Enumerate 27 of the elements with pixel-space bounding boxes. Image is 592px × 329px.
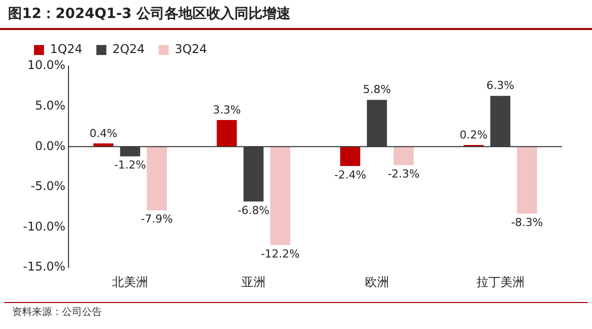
data-label: -12.2% — [260, 247, 300, 260]
data-label: -7.9% — [140, 212, 173, 226]
data-label: -1.2% — [114, 158, 146, 172]
legend-label: 2Q24 — [112, 42, 145, 56]
x-tick-label: 欧洲 — [364, 274, 389, 289]
data-label: 3.3% — [212, 103, 241, 116]
x-tick-label: 亚洲 — [242, 274, 266, 289]
y-tick-label: -5.0% — [30, 179, 66, 194]
text: 资料来源：公司公告 — [4, 302, 588, 321]
x-tick-label: 北美洲 — [112, 274, 148, 289]
y-tick-label: 0.0% — [34, 138, 66, 153]
legend-label: 3Q24 — [174, 42, 208, 56]
chart-title: 图12：2024Q1-3 公司各地区收入同比增速 — [0, 0, 592, 30]
y-tick-label: -10.0% — [23, 219, 66, 234]
data-label: 6.3% — [486, 79, 514, 92]
x-tick-label: 拉丁美洲 — [476, 274, 524, 289]
y-tick-label: 5.0% — [34, 98, 66, 112]
y-tick-label: 10.0% — [27, 58, 66, 72]
y-tick-label: -15.0% — [23, 260, 66, 274]
data-label: 0.4% — [89, 126, 118, 140]
data-label: 0.2% — [460, 128, 488, 142]
data-label: -8.3% — [511, 216, 543, 229]
legend-label: 1Q24 — [50, 42, 82, 56]
data-label: -2.4% — [334, 168, 366, 182]
data-label: -6.8% — [238, 204, 270, 217]
data-label: 5.8% — [362, 83, 391, 96]
data-label: -2.3% — [388, 168, 420, 181]
